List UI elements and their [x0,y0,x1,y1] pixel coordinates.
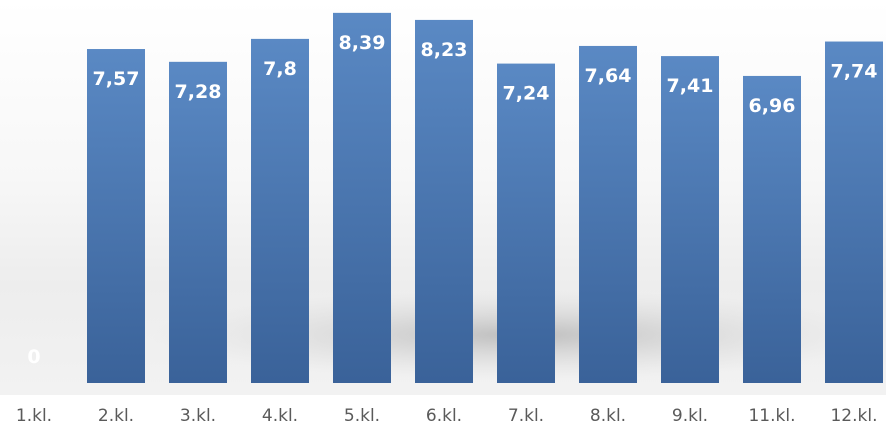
category-label: 12.kl. [830,406,877,426]
category-label: 9.kl. [672,406,708,426]
value-labels-group: 0 7,57 7,28 7,8 8,39 8,23 7,24 7,64 7,41 6,96 7,74 [27,32,877,368]
bar-3kl [169,61,227,384]
bar-5kl [333,12,391,384]
value-label: 7,28 [175,81,222,103]
category-label: 8.kl. [590,406,626,426]
category-label: 1.kl. [16,406,52,426]
value-label: 0 [27,346,40,368]
bar-2kl [87,49,145,383]
bar-9kl [661,56,719,384]
bar-8kl [579,45,637,384]
category-label: 6.kl. [426,406,462,426]
category-label: 7.kl. [508,406,544,426]
bar-11kl [743,75,801,384]
category-label: 2.kl. [98,406,134,426]
bar-12kl [825,41,883,383]
bar-4kl [251,38,309,383]
value-label: 7,8 [263,58,297,80]
value-label: 7,64 [585,65,632,87]
value-label: 8,39 [339,32,386,54]
bar-7kl [497,63,555,384]
value-label: 8,23 [421,39,468,61]
value-label: 7,74 [831,61,878,83]
category-label: 5.kl. [344,406,380,426]
category-label: 3.kl. [180,406,216,426]
bar-6kl [415,19,473,383]
value-label: 6,96 [749,95,796,117]
bars-group [87,12,883,384]
value-label: 7,41 [667,75,714,97]
value-label: 7,24 [503,83,550,105]
category-label: 11.kl. [748,406,795,426]
value-label: 7,57 [93,68,140,90]
category-label: 4.kl. [262,406,298,426]
category-labels-group: 1.kl. 2.kl. 3.kl. 4.kl. 5.kl. 6.kl. 7.kl. 8.kl.… [16,406,878,426]
